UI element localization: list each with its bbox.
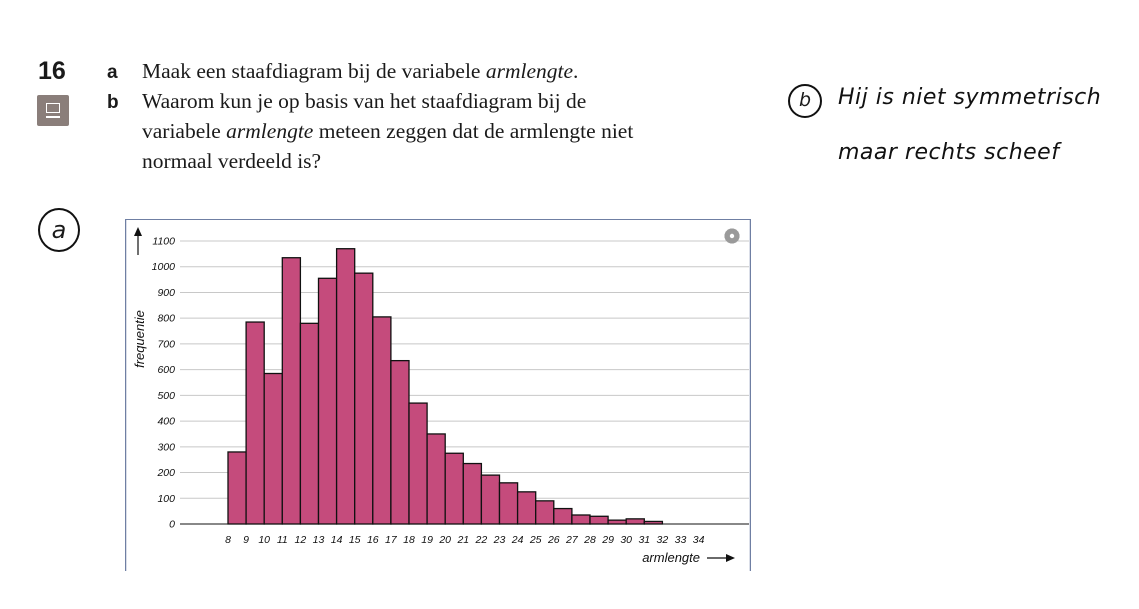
y-tick-label: 300 — [157, 441, 175, 453]
part-b-line-1: Waarom kun je op basis van het staafdiag… — [142, 89, 587, 113]
x-tick-label: 27 — [565, 534, 579, 546]
bar — [480, 474, 501, 525]
bar — [571, 514, 591, 525]
bar-chart: 0 100 200 300 400 500 600 700 800 900 1000 1100 8 9 10… — [125, 219, 751, 571]
bar — [354, 272, 374, 525]
x-tick-label: 33 — [675, 534, 687, 546]
bar — [335, 248, 356, 525]
y-tick-label: 500 — [157, 390, 175, 402]
x-tick-label: 18 — [403, 534, 415, 546]
y-tick-label: 600 — [157, 364, 175, 376]
y-tick-label: 0 — [169, 519, 175, 531]
x-tick-label: 11 — [277, 534, 288, 546]
x-tick-label: 32 — [657, 534, 669, 546]
x-tick-label: 26 — [547, 534, 560, 546]
handwritten-answer-line-1: Hij is niet symmetrisch — [838, 85, 1102, 110]
bar — [607, 519, 627, 525]
gear-icon[interactable] — [724, 228, 740, 244]
x-tick-label: 10 — [258, 534, 270, 546]
x-tick-label: 29 — [601, 534, 614, 546]
part-b-line-3: normaal verdeeld is? — [142, 149, 322, 173]
bar — [498, 482, 519, 525]
bar — [589, 515, 609, 525]
x-tick-label: 12 — [295, 534, 307, 546]
bar — [281, 257, 302, 525]
x-tick-label: 14 — [331, 534, 343, 546]
y-tick-label: 700 — [157, 338, 175, 350]
y-tick-label: 900 — [157, 287, 175, 299]
x-tick-label: 25 — [529, 534, 542, 546]
x-tick-label: 24 — [511, 534, 524, 546]
x-tick-label: 28 — [583, 534, 596, 546]
x-tick-label: 17 — [385, 534, 398, 546]
y-tick-label: 200 — [156, 467, 175, 479]
bar — [390, 359, 410, 525]
x-tick-label: 9 — [243, 534, 249, 546]
arrow-right-icon-head — [726, 554, 735, 562]
arrow-up-icon-head — [134, 227, 142, 236]
x-tick-label: 21 — [456, 534, 469, 546]
handwritten-label-a: a — [38, 208, 80, 252]
x-tick-label: 30 — [620, 534, 632, 546]
handwritten-answer-line-2: maar rechts scheef — [838, 140, 1060, 165]
part-b-letter: b — [107, 92, 119, 113]
bar — [444, 452, 464, 525]
bar — [299, 322, 320, 525]
bar — [263, 372, 283, 525]
x-tick-label: 34 — [693, 534, 705, 546]
part-b-line-2: variabele armlengte meteen zeggen dat de… — [142, 119, 634, 143]
bar — [317, 277, 338, 525]
x-tick-label: 31 — [638, 534, 650, 546]
x-tick-label: 16 — [367, 534, 379, 546]
x-tick-label: 15 — [349, 534, 361, 546]
x-tick-label: 22 — [475, 534, 488, 546]
x-tick-label: 20 — [438, 534, 451, 546]
y-axis-title: frequentie — [132, 310, 147, 368]
part-a-letter: a — [107, 62, 118, 83]
x-tick-label: 19 — [421, 534, 433, 546]
y-tick-label: 800 — [157, 313, 175, 325]
bar — [408, 402, 428, 525]
handwritten-label-b: b — [788, 84, 822, 118]
bar — [535, 500, 555, 525]
question-number: 16 — [38, 57, 66, 85]
y-tick-label: 1100 — [152, 236, 175, 248]
bar — [245, 321, 265, 525]
screen-icon[interactable] — [37, 95, 69, 126]
bar — [516, 491, 537, 525]
bar — [372, 316, 392, 525]
bar — [462, 462, 483, 525]
part-a-text: Maak een staafdiagram bij de variabele a… — [142, 59, 579, 83]
bar — [227, 451, 247, 525]
x-tick-label: 23 — [493, 534, 506, 546]
y-tick-label: 1000 — [152, 261, 176, 273]
x-axis-title: armlengte — [642, 550, 700, 565]
y-tick-label: 100 — [157, 493, 175, 505]
x-tick-label: 8 — [225, 534, 231, 546]
bar — [625, 518, 645, 525]
bar — [553, 507, 573, 525]
y-tick-label: 400 — [157, 416, 175, 428]
x-tick-label: 13 — [313, 534, 325, 546]
bar — [426, 433, 446, 525]
